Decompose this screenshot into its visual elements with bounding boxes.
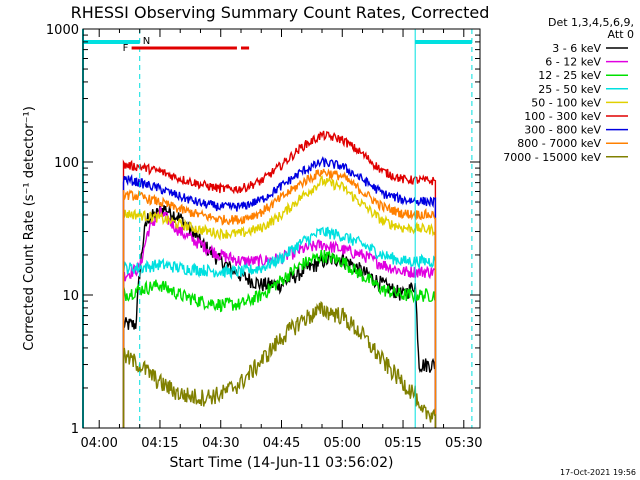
flare-flag-label: F — [123, 43, 129, 54]
x-tick-label: 05:15 — [384, 436, 421, 451]
series-line-2 — [122, 205, 437, 428]
y-tick-label: 10 — [62, 289, 79, 304]
x-tick-label: 04:15 — [141, 436, 178, 451]
markers-layer: FN — [82, 29, 473, 428]
x-axis-label: Start Time (14-Jun-11 03:56:02) — [170, 455, 394, 471]
y-tick-label: 100 — [54, 156, 79, 171]
y-tick: 1000 — [46, 23, 480, 38]
y-tick-label: 1000 — [46, 23, 79, 38]
series-layer — [122, 130, 437, 428]
legend-entry: 25 - 50 keV — [538, 83, 628, 96]
x-tick-label: 04:45 — [263, 436, 300, 451]
chart-title: RHESSI Observing Summary Count Rates, Co… — [71, 3, 490, 22]
y-tick: 10 — [62, 167, 480, 304]
night-flag-label: N — [143, 36, 150, 47]
legend-entry-label: 800 - 7000 keV — [517, 137, 601, 150]
legend-entry: 300 - 800 keV — [524, 124, 628, 137]
legend-entry: 3 - 6 keV — [552, 42, 628, 55]
legend-entry-label: 50 - 100 keV — [531, 96, 601, 109]
generation-timestamp: 17-Oct-2021 19:56 — [560, 468, 636, 477]
legend-entry-label: 25 - 50 keV — [538, 83, 601, 96]
x-tick-label: 04:30 — [202, 436, 239, 451]
legend-entry-label: 3 - 6 keV — [552, 42, 601, 55]
x-tick: 04:00 — [80, 29, 118, 451]
x-tick-label: 05:30 — [445, 436, 482, 451]
x-tick: 04:15 — [141, 29, 179, 451]
y-tick-label: 1 — [71, 422, 79, 437]
y-tick: 100 — [54, 34, 480, 171]
legend-entry: 50 - 100 keV — [531, 96, 628, 109]
x-tick: 05:30 — [445, 29, 483, 451]
axes-layer: 04:00 04:15 04:30 04:45 05:00 05:15 05:30 1 10 10… — [46, 23, 483, 451]
x-tick-label: 04:00 — [80, 436, 117, 451]
x-tick: 04:30 — [202, 29, 239, 451]
x-tick: 05:15 — [384, 29, 422, 451]
series-line-8 — [122, 168, 437, 428]
legend-entry: 12 - 25 keV — [538, 69, 628, 82]
x-tick: 05:00 — [324, 29, 361, 451]
legend-entry: 800 - 7000 keV — [517, 137, 628, 150]
series-line-5 — [122, 175, 437, 428]
series-line-3 — [122, 249, 437, 428]
legend-header-line-2: Att 0 — [608, 28, 634, 41]
legend-entry: 100 - 300 keV — [524, 110, 628, 123]
legend-entry-label: 100 - 300 keV — [524, 110, 601, 123]
legend-header-line-1: Det 1,3,4,5,6,9, — [548, 16, 634, 29]
x-tick: 04:45 — [263, 29, 300, 451]
series-line-4 — [122, 226, 437, 428]
legend-entry-label: 7000 - 15000 keV — [503, 151, 601, 164]
x-tick-label: 05:00 — [324, 436, 361, 451]
series-line-9 — [122, 300, 437, 428]
legend-entry-label: 6 - 12 keV — [545, 56, 601, 69]
legend-entry-label: 300 - 800 keV — [524, 124, 601, 137]
series-line-7 — [122, 156, 437, 428]
series-line-1 — [122, 204, 437, 428]
series-line-6 — [122, 130, 437, 428]
y-tick: 1 — [71, 300, 480, 437]
legend-entry: 6 - 12 keV — [545, 56, 628, 69]
y-axis-label: Corrected Count Rate (s⁻¹ detector⁻¹) — [22, 106, 37, 351]
legend-entry: 7000 - 15000 keV — [503, 151, 628, 164]
legend-entry-label: 12 - 25 keV — [538, 69, 601, 82]
